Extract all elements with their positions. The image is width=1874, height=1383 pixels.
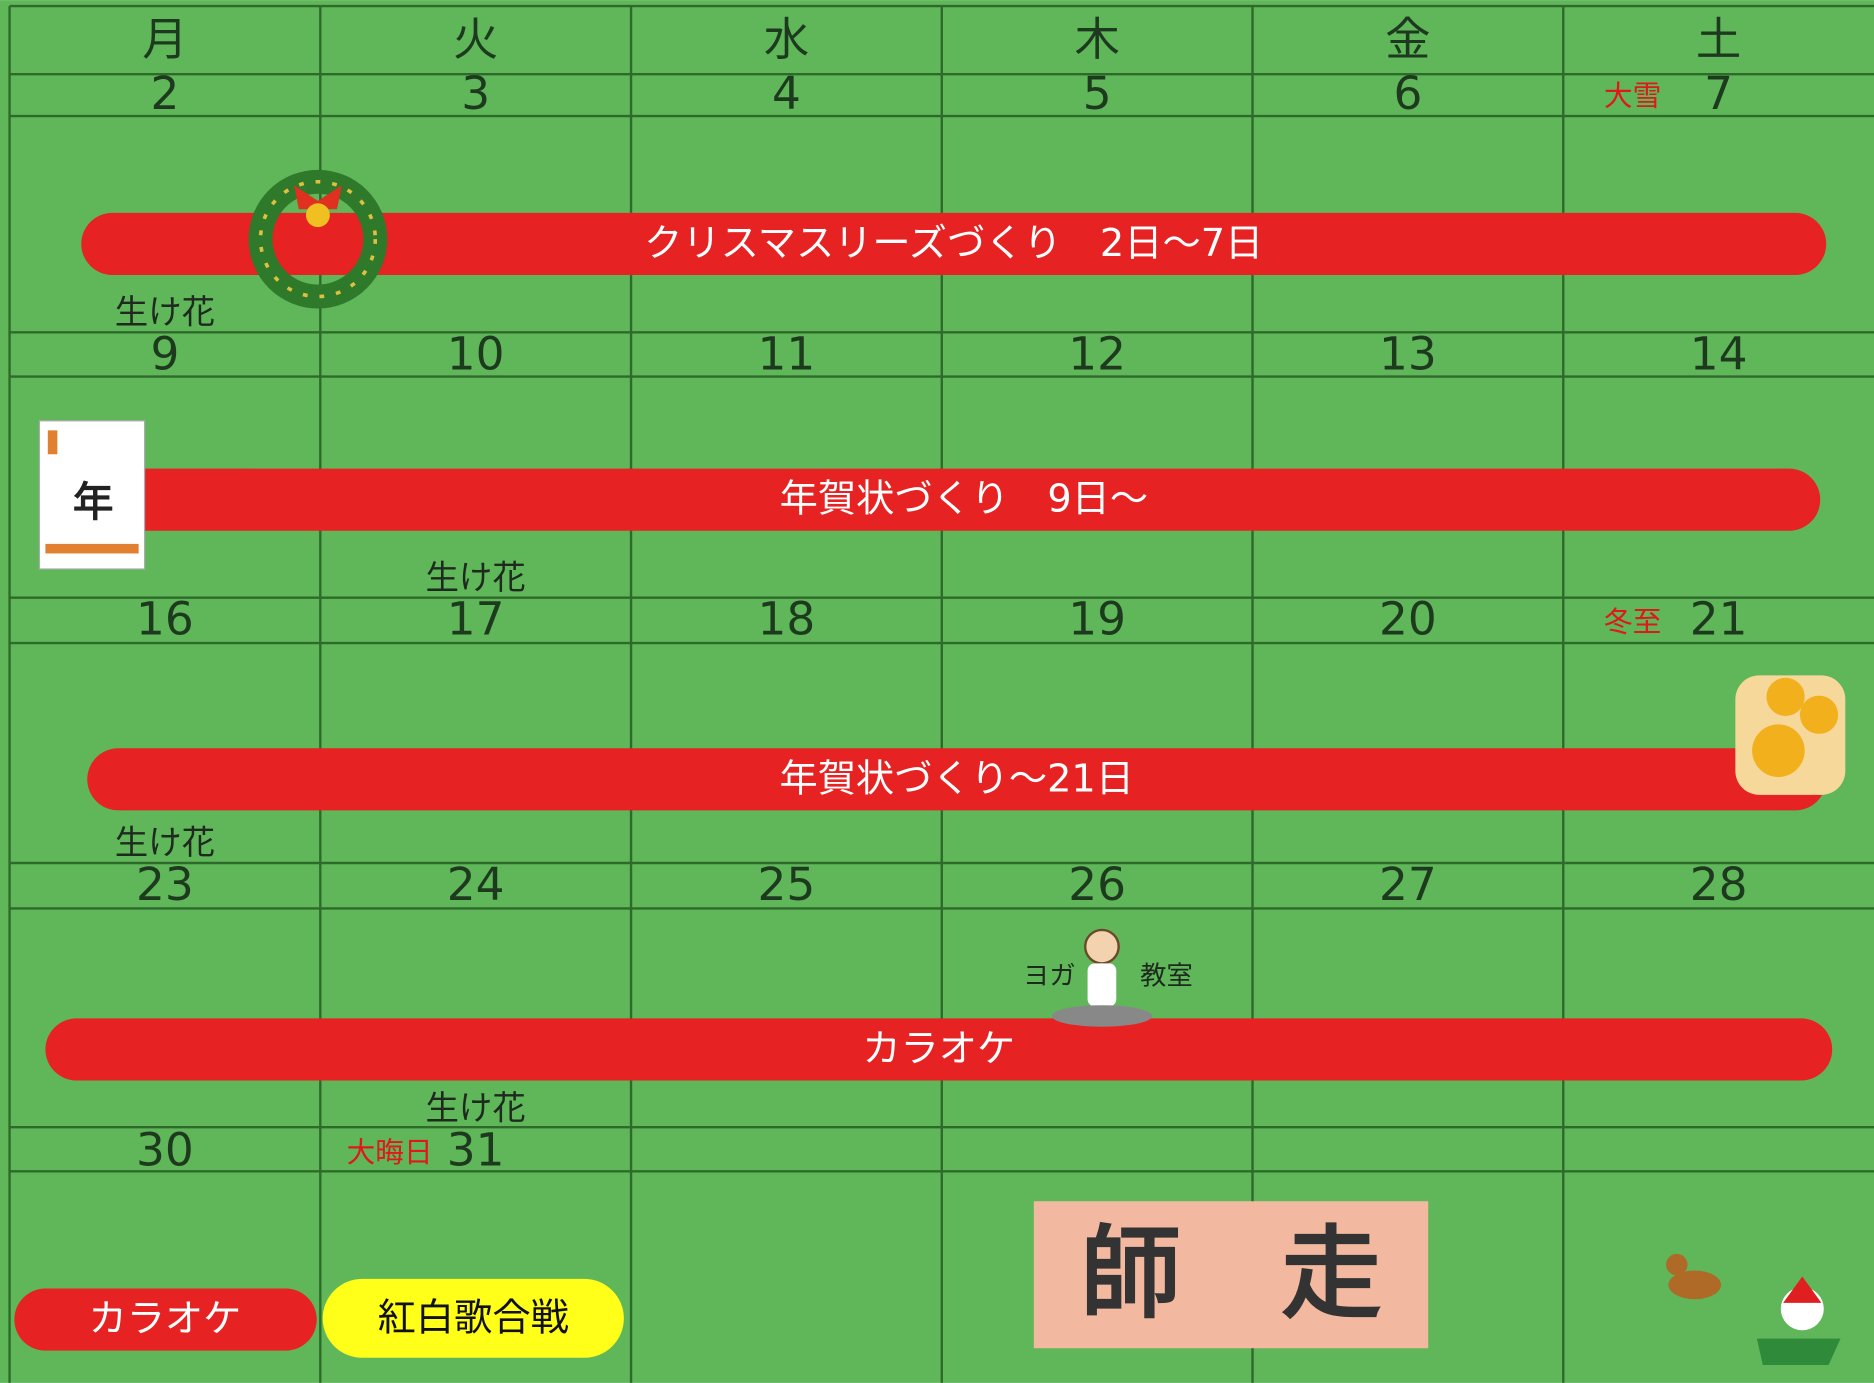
date: 5 [1083, 67, 1112, 120]
date: 12 [1068, 327, 1126, 380]
event-label: 年賀状づくり 9日～ [780, 478, 1148, 522]
date: 6 [1393, 67, 1422, 120]
date: 10 [447, 327, 505, 380]
weekday: 土 [1696, 13, 1741, 66]
holiday-note: 大雪 [1604, 79, 1661, 113]
weekday: 火 [453, 13, 498, 66]
holiday-note: 大晦日 [347, 1135, 433, 1169]
date: 28 [1690, 858, 1748, 911]
date: 14 [1690, 327, 1748, 380]
oranges-icon [1735, 675, 1846, 795]
date: 13 [1379, 327, 1437, 380]
title-box [1033, 1201, 1429, 1349]
legend-label: 紅白歌合戦 [378, 1296, 569, 1340]
yoga-label: 教室 [1140, 962, 1193, 992]
event-bar [107, 468, 1821, 531]
holiday-note: 冬至 [1604, 605, 1661, 639]
date: 19 [1068, 593, 1126, 646]
legend-pill [322, 1278, 624, 1358]
event-bar [87, 748, 1827, 811]
date: 30 [136, 1123, 194, 1176]
event-bars [45, 212, 1833, 1081]
date: 2 [150, 67, 179, 120]
date: 9 [150, 327, 179, 380]
activity-note: 生け花 [115, 293, 215, 332]
nenga-card-icon: 年 [38, 420, 146, 570]
yoga-icon [1051, 928, 1153, 1027]
date: 18 [758, 593, 816, 646]
date: 27 [1379, 858, 1437, 911]
event-bar [45, 1018, 1833, 1081]
date: 21 [1690, 593, 1748, 646]
date: 20 [1379, 593, 1437, 646]
event-label: 年賀状づくり～21日 [779, 757, 1134, 801]
date: 26 [1068, 858, 1126, 911]
title: 師 走 [1080, 1216, 1381, 1333]
date: 4 [772, 67, 801, 120]
weekday: 月 [142, 13, 187, 66]
date: 25 [758, 858, 816, 911]
date: 11 [758, 327, 816, 380]
event-label: カラオケ [862, 1027, 1015, 1071]
weekday: 水 [764, 13, 809, 66]
grid [8, 4, 1874, 1383]
legend-label: カラオケ [88, 1298, 241, 1342]
yoga-label: ヨガ [1023, 962, 1076, 992]
date: 16 [136, 593, 194, 646]
wreath-icon [248, 169, 388, 309]
santa-icon [1666, 1253, 1841, 1365]
date: 7 [1704, 67, 1733, 120]
activity-note: 生け花 [425, 558, 525, 597]
activity-note: 生け花 [115, 823, 215, 862]
legend-pill [14, 1288, 317, 1351]
date: 23 [136, 858, 194, 911]
date: 31 [447, 1123, 505, 1176]
weekday: 金 [1385, 13, 1430, 66]
date: 3 [461, 67, 490, 120]
event-bar [81, 212, 1827, 275]
event-label: クリスマスリーズづくり 2日～7日 [644, 222, 1263, 266]
date: 24 [447, 858, 505, 911]
activity-note: 生け花 [425, 1089, 525, 1128]
date: 17 [447, 593, 505, 646]
weekday: 木 [1074, 13, 1119, 66]
svg-text:年: 年 [73, 478, 114, 526]
